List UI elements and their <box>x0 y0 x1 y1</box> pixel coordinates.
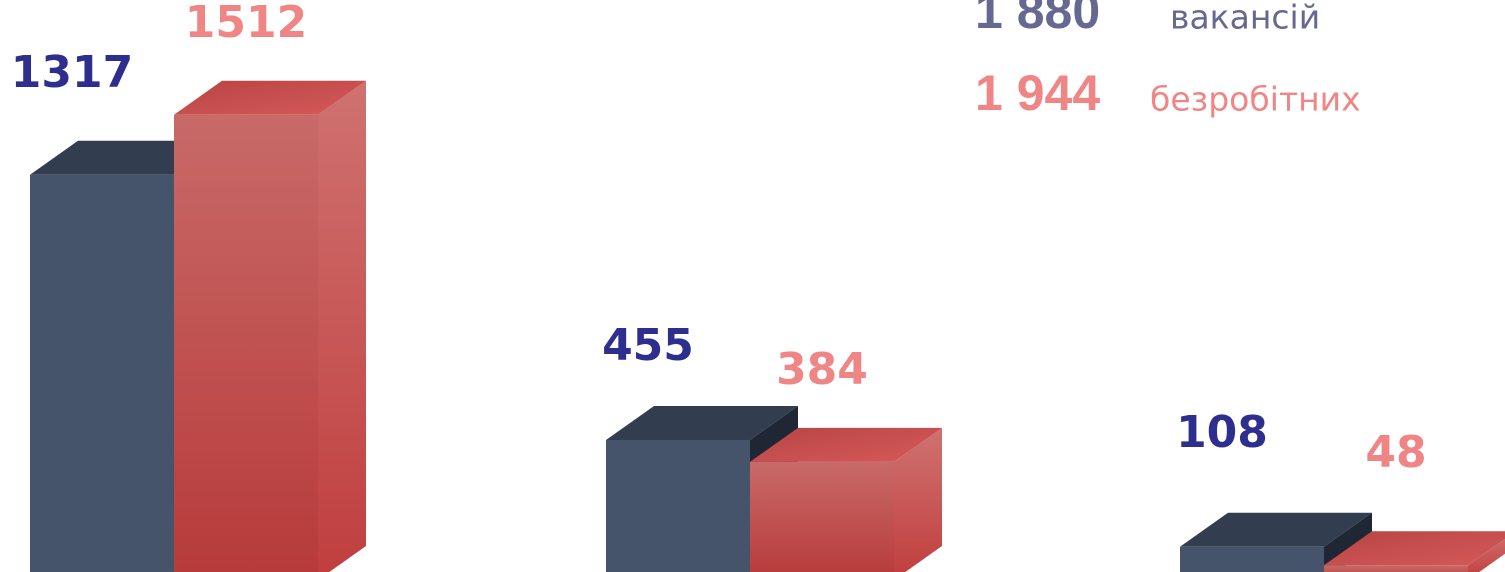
bar-front <box>750 461 894 572</box>
legend-total: 1 880 <box>975 0 1100 39</box>
bar-top <box>1180 512 1372 547</box>
bar-top <box>750 427 942 462</box>
data-label: 48 <box>1365 427 1426 478</box>
data-label: 455 <box>602 320 694 371</box>
legend-label: вакансій <box>1170 0 1320 37</box>
bar <box>606 405 798 572</box>
data-label: 384 <box>776 344 868 395</box>
bar-top <box>174 80 366 115</box>
bar-front <box>606 439 750 572</box>
bar <box>1324 531 1505 572</box>
legend-label: безробітних <box>1150 80 1361 119</box>
data-label: 1317 <box>11 47 133 98</box>
bar <box>174 80 366 572</box>
data-label: 108 <box>1176 407 1268 458</box>
bar-front <box>1180 546 1324 572</box>
bar-top <box>1324 531 1505 566</box>
bar-top <box>606 405 798 440</box>
bar-side <box>894 427 942 572</box>
bar-front <box>1324 565 1468 572</box>
data-label: 1512 <box>185 0 307 48</box>
legend-total: 1 944 <box>975 65 1100 121</box>
bar <box>1180 512 1372 572</box>
bar-front <box>174 114 318 572</box>
bar-side <box>318 80 366 572</box>
bar-front <box>30 174 174 572</box>
bar-side <box>1468 539 1505 572</box>
bar <box>750 427 942 572</box>
